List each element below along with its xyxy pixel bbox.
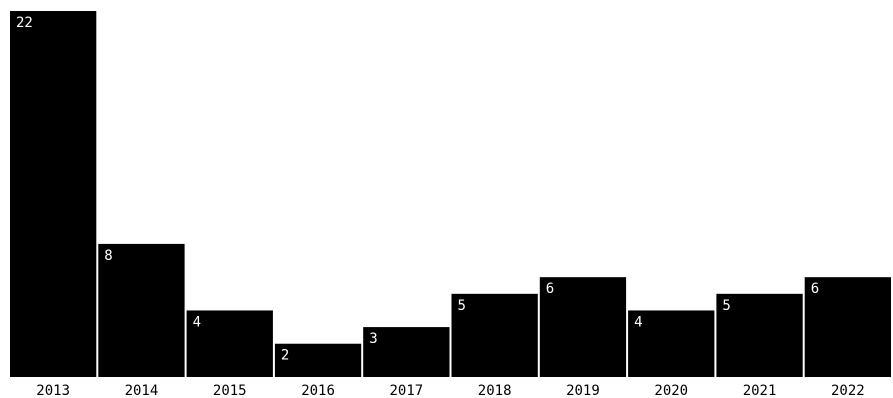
x-tick-label-2016: 2016 bbox=[301, 383, 335, 398]
bar-2019 bbox=[539, 277, 627, 377]
x-tick-label-2015: 2015 bbox=[213, 383, 247, 398]
bar-labels-group: 22 8 4 2 3 5 6 4 5 6 bbox=[16, 15, 819, 364]
bar-2014 bbox=[98, 243, 185, 377]
bar-value-label-2017: 3 bbox=[369, 331, 377, 347]
bar-value-label-2019: 6 bbox=[546, 281, 554, 297]
bar-2016 bbox=[274, 343, 362, 377]
x-tick-label-2017: 2017 bbox=[389, 383, 423, 398]
x-tick-label-2019: 2019 bbox=[566, 383, 600, 398]
x-tick-label-2022: 2022 bbox=[831, 383, 865, 398]
x-tick-labels-group: 2013 2014 2015 2016 2017 2018 2019 2020 2021 2022 bbox=[36, 383, 864, 398]
bar-2017 bbox=[363, 327, 450, 377]
bar-value-label-2016: 2 bbox=[281, 348, 289, 364]
bar-value-label-2018: 5 bbox=[458, 298, 466, 314]
bar-2020 bbox=[628, 310, 715, 377]
x-tick-label-2013: 2013 bbox=[36, 383, 70, 398]
bar-2013 bbox=[10, 11, 97, 377]
bars-group bbox=[10, 11, 891, 377]
x-tick-label-2021: 2021 bbox=[743, 383, 777, 398]
bar-2018 bbox=[451, 293, 538, 377]
bar-value-label-2021: 5 bbox=[722, 298, 730, 314]
x-tick-label-2020: 2020 bbox=[654, 383, 688, 398]
bar-2015 bbox=[186, 310, 273, 377]
bar-value-label-2022: 6 bbox=[811, 281, 819, 297]
bar-2021 bbox=[716, 293, 803, 377]
x-tick-label-2018: 2018 bbox=[478, 383, 512, 398]
x-tick-label-2014: 2014 bbox=[125, 383, 159, 398]
bar-value-label-2020: 4 bbox=[634, 314, 642, 330]
bar-value-label-2014: 8 bbox=[104, 248, 112, 264]
bar-2022 bbox=[804, 277, 891, 377]
bar-value-label-2013: 22 bbox=[16, 15, 33, 31]
bar-value-label-2015: 4 bbox=[193, 314, 201, 330]
